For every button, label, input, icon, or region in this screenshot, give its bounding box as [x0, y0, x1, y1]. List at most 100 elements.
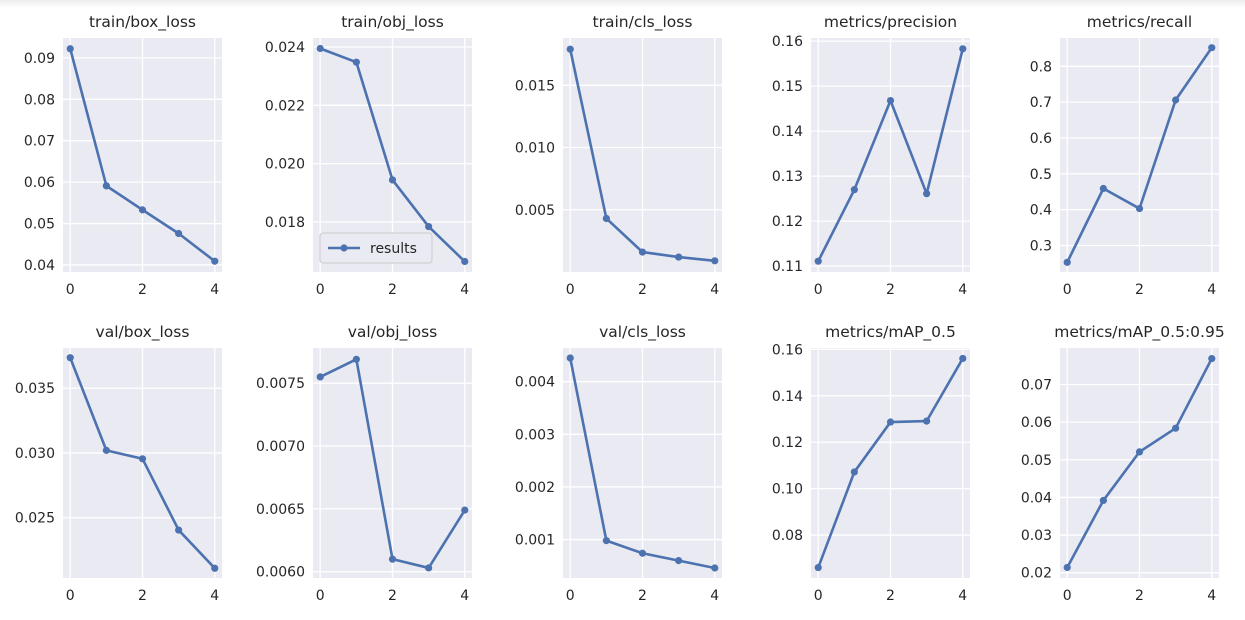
data-point — [138, 206, 147, 214]
data-point — [886, 418, 895, 426]
y-tick-label: 0.0060 — [256, 565, 305, 581]
y-tick-label: 0.015 — [515, 78, 555, 94]
panel-train-obj-loss: 0 2 4 0.018 0.020 0.022 0.024 train/obj_lossres… — [265, 13, 472, 298]
y-tick-label: 0.022 — [265, 98, 305, 114]
y-tick-label: 0.06 — [24, 175, 55, 191]
data-point — [1135, 448, 1144, 456]
x-tick-label: 0 — [316, 588, 325, 604]
y-tick-label: 0.09 — [24, 51, 55, 67]
data-point — [814, 563, 822, 572]
x-tick-label: 2 — [886, 588, 895, 604]
data-point — [602, 214, 610, 223]
data-point — [388, 176, 397, 184]
data-point — [102, 182, 110, 190]
data-point — [923, 417, 931, 425]
data-point — [211, 257, 219, 265]
y-tick-label: 0.10 — [772, 482, 803, 498]
data-point — [959, 45, 967, 53]
x-tick-label: 2 — [1135, 282, 1144, 298]
panel-title: metrics/recall — [1087, 13, 1192, 31]
x-tick-label: 0 — [814, 282, 823, 298]
y-tick-label: 0.035 — [15, 381, 55, 397]
panel-title: metrics/mAP_0.5 — [825, 323, 956, 342]
legend-box — [319, 232, 433, 264]
legend-label: results — [370, 241, 417, 257]
data-point — [850, 186, 858, 194]
x-tick-label: 4 — [1207, 282, 1216, 298]
x-tick-label: 0 — [566, 282, 575, 298]
y-tick-label: 0.06 — [1021, 415, 1052, 431]
y-tick-label: 0.14 — [772, 389, 803, 405]
data-point — [638, 549, 647, 557]
y-tick-label: 0.03 — [1021, 528, 1052, 544]
y-tick-label: 0.024 — [265, 40, 305, 56]
y-tick-label: 0.12 — [772, 214, 803, 230]
x-tick-label: 0 — [316, 282, 325, 298]
panel-metrics-map-0-5: 0 2 4 0.08 0.10 0.12 0.14 0.16 metrics/mAP_0.5 — [772, 323, 970, 604]
x-tick-label: 4 — [710, 588, 719, 604]
panel-title: train/cls_loss — [593, 13, 693, 32]
panel-metrics-recall: 0 2 4 0.3 0.4 0.5 0.6 0.7 0.8 metrics/recall — [1030, 13, 1219, 298]
y-tick-label: 0.025 — [15, 511, 55, 527]
x-tick-label: 4 — [958, 588, 967, 604]
x-tick-label: 0 — [1063, 282, 1072, 298]
x-tick-label: 4 — [710, 282, 719, 298]
data-point — [923, 190, 931, 198]
data-point — [66, 45, 74, 53]
y-tick-label: 0.5 — [1030, 167, 1052, 183]
x-tick-label: 2 — [138, 282, 147, 298]
data-point — [711, 257, 719, 265]
data-point — [1135, 204, 1144, 213]
data-point — [1063, 563, 1071, 572]
data-point — [1172, 424, 1180, 432]
y-tick-label: 0.020 — [265, 157, 305, 173]
data-point — [66, 354, 74, 362]
y-tick-label: 0.030 — [15, 446, 55, 462]
data-point — [1208, 44, 1216, 52]
data-point — [175, 526, 183, 534]
x-tick-label: 2 — [388, 282, 397, 298]
y-tick-label: 0.0075 — [256, 376, 305, 392]
data-point — [425, 564, 433, 572]
data-point — [602, 537, 610, 545]
data-point — [959, 354, 967, 363]
x-tick-label: 2 — [1135, 588, 1144, 604]
y-tick-label: 0.6 — [1030, 131, 1052, 147]
legend-marker-icon — [340, 244, 348, 252]
data-point — [1208, 354, 1216, 363]
panel-metrics-map-0-5-0-95: 0 2 4 0.02 0.03 0.04 0.05 0.06 0.07 metrics/mAP_0… — [1021, 323, 1225, 604]
data-point — [138, 455, 147, 463]
panel-title: metrics/precision — [824, 13, 957, 31]
window-top-edge — [0, 0, 1245, 8]
y-tick-label: 0.08 — [24, 92, 55, 108]
y-tick-label: 0.003 — [515, 427, 555, 443]
data-point — [461, 257, 469, 266]
x-tick-label: 0 — [66, 282, 75, 298]
y-tick-label: 0.15 — [772, 79, 803, 95]
y-tick-label: 0.04 — [24, 258, 55, 274]
y-tick-label: 0.13 — [772, 169, 803, 185]
y-tick-label: 0.004 — [515, 375, 555, 391]
panel-metrics-precision: 0 2 4 0.11 0.12 0.13 0.14 0.15 0.16 metrics/preci… — [772, 13, 970, 298]
data-point — [675, 557, 683, 565]
y-tick-label: 0.02 — [1021, 566, 1052, 582]
data-point — [675, 253, 683, 261]
y-tick-label: 0.002 — [515, 480, 555, 496]
x-tick-label: 2 — [388, 588, 397, 604]
y-tick-label: 0.0070 — [256, 439, 305, 455]
x-tick-label: 0 — [1063, 588, 1072, 604]
x-tick-label: 2 — [138, 588, 147, 604]
x-tick-label: 2 — [638, 588, 647, 604]
panel-val-cls-loss: 0 2 4 0.001 0.002 0.003 0.004 val/cls_loss — [515, 323, 722, 604]
y-tick-label: 0.8 — [1030, 59, 1052, 75]
data-point — [1172, 96, 1180, 104]
x-tick-label: 0 — [566, 588, 575, 604]
panel-title: train/obj_loss — [341, 13, 444, 32]
data-point — [566, 354, 574, 362]
y-tick-label: 0.005 — [515, 203, 555, 219]
panel-val-obj-loss: 0 2 4 0.0060 0.0065 0.0070 0.0075 val/obj_loss — [256, 323, 472, 604]
legend: results — [319, 232, 433, 264]
y-tick-label: 0.08 — [772, 528, 803, 544]
x-tick-label: 4 — [1207, 588, 1216, 604]
